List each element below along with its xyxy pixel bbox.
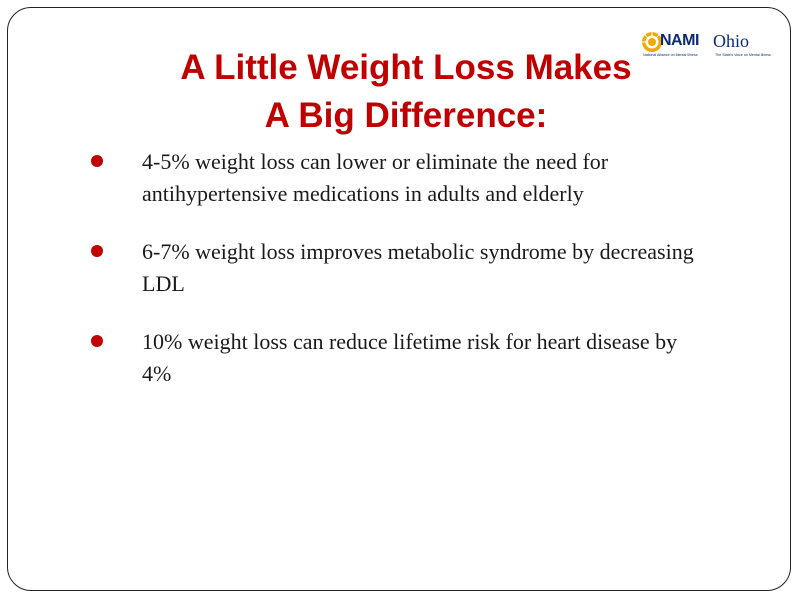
logo-tagline-right: The State's Voice on Mental Illness bbox=[715, 53, 771, 57]
slide-frame bbox=[7, 7, 791, 591]
bullet-text: 4-5% weight loss can lower or eliminate … bbox=[142, 149, 609, 206]
title-line-2: A Big Difference: bbox=[264, 96, 548, 135]
bullet-dot-icon bbox=[91, 245, 103, 257]
logo-name: NAMI bbox=[660, 32, 699, 49]
slide-title: A Little Weight Loss Makes A Big Differe… bbox=[100, 44, 712, 140]
bullet-item: 4-5% weight loss can lower or eliminate … bbox=[0, 146, 702, 210]
logo-state: Ohio bbox=[713, 31, 749, 51]
bullet-item: 6-7% weight loss improves metabolic synd… bbox=[0, 236, 702, 300]
nami-sunburst-icon bbox=[642, 32, 662, 52]
bullet-dot-icon bbox=[91, 335, 103, 347]
logo-tagline-left: National Alliance on Mental Illness bbox=[643, 53, 698, 57]
bullet-dot-icon bbox=[91, 155, 103, 167]
nami-ohio-logo: NAMI Ohio National Alliance on Mental Il… bbox=[641, 30, 771, 62]
title-line-1: A Little Weight Loss Makes bbox=[180, 48, 632, 87]
bullet-list: 4-5% weight loss can lower or eliminate … bbox=[0, 146, 800, 416]
bullet-item: 10% weight loss can reduce lifetime risk… bbox=[0, 326, 702, 390]
bullet-text: 10% weight loss can reduce lifetime risk… bbox=[142, 329, 678, 386]
bullet-text: 6-7% weight loss improves metabolic synd… bbox=[142, 239, 694, 296]
